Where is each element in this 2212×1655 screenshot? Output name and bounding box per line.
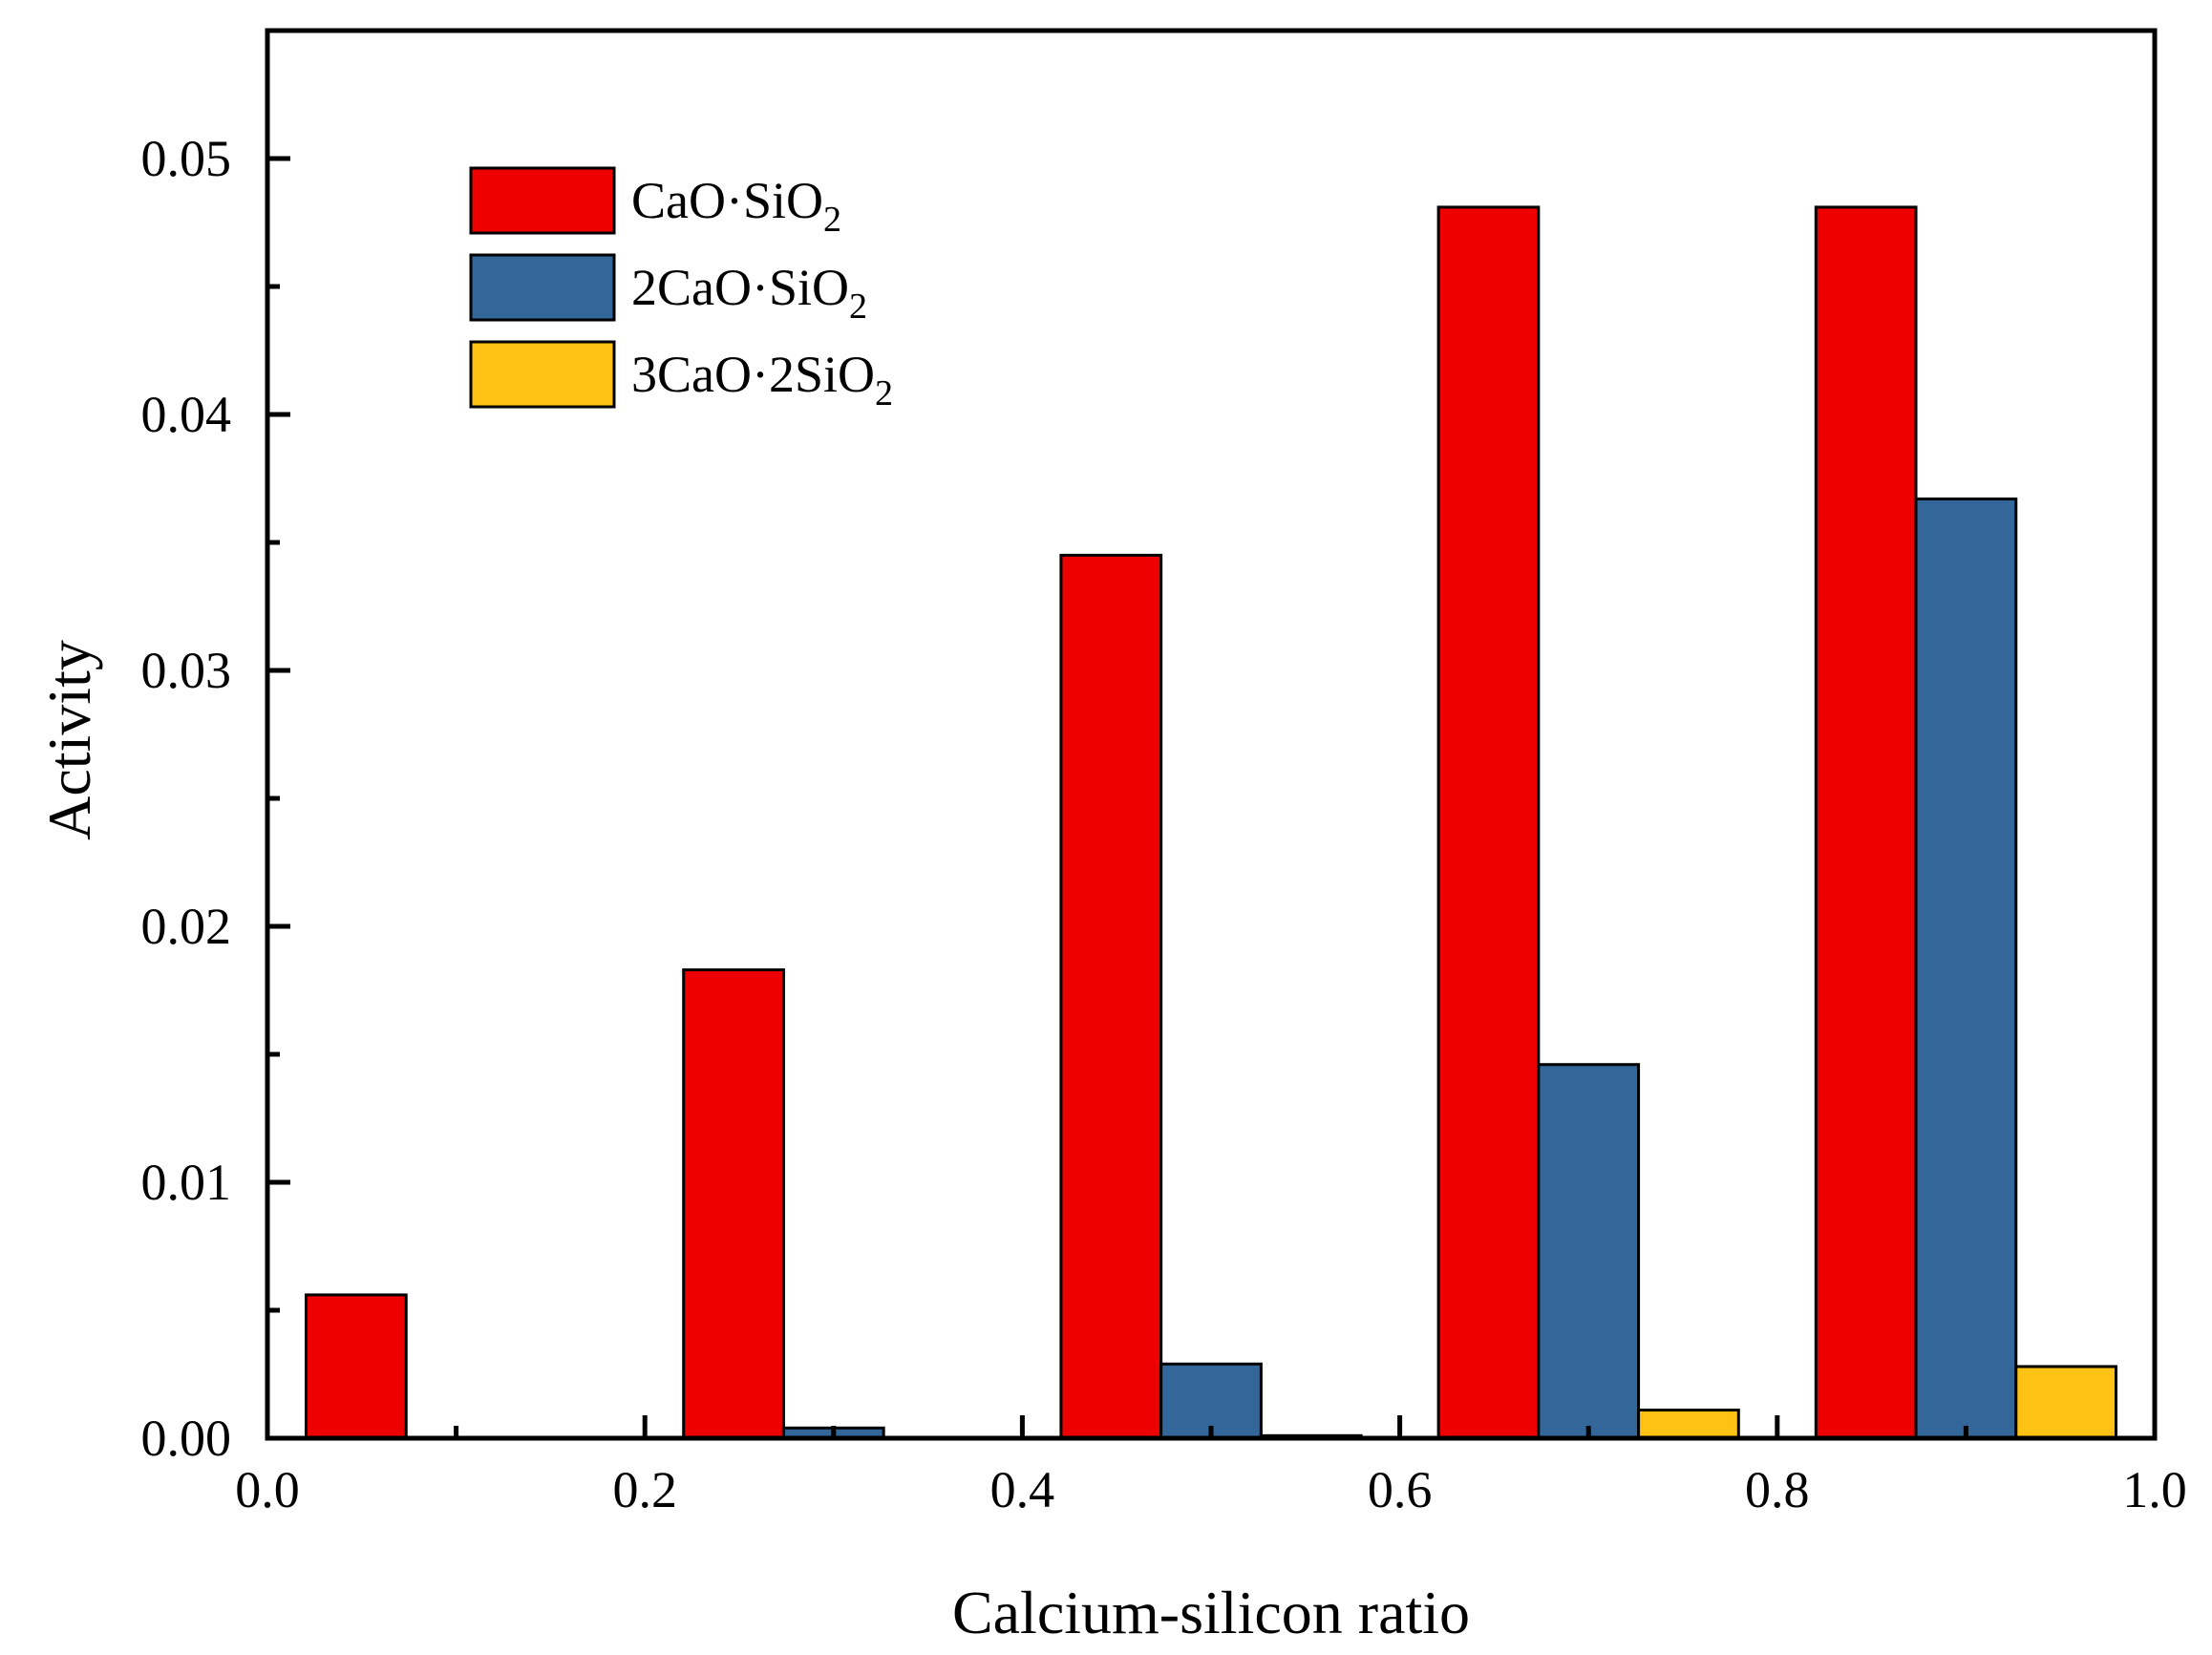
legend-swatch-2 [469, 253, 616, 322]
y-tick-label: 0.03 [141, 642, 232, 699]
legend-label-2: 2CaO·SiO2 [631, 259, 867, 327]
bar-1-group-3 [1059, 553, 1163, 1440]
x-tick-label: 0.4 [990, 1461, 1055, 1518]
tick-labels-layer: 0.0 0.2 0.4 0.6 0.8 1.0 0.00 0.01 0.02 0.03 0.04 0.… [141, 130, 2187, 1518]
legend-label-text: 2CaO·SiO [631, 259, 849, 316]
bar-2-group-4 [1537, 1063, 1641, 1440]
legend-label-subscript: 2 [875, 373, 893, 414]
legend-swatch-3 [469, 340, 616, 409]
legend-label-1: CaO·SiO2 [631, 172, 841, 240]
legend-label-text: CaO·SiO [631, 172, 823, 229]
y-tick-label: 0.01 [141, 1154, 232, 1211]
x-tick-label: 0.2 [612, 1461, 677, 1518]
y-tick-label: 0.02 [141, 898, 232, 955]
bar-1-group-1 [305, 1293, 408, 1440]
bar-1-group-5 [1814, 205, 1918, 1440]
x-tick-label: 1.0 [2122, 1461, 2187, 1518]
legend-label-subscript: 2 [823, 200, 841, 240]
y-axis-title: Activity [35, 640, 103, 840]
y-tick-label: 0.00 [141, 1410, 232, 1467]
legend-label-text: 3CaO·2SiO [631, 346, 875, 403]
bar-2-group-5 [1914, 497, 2018, 1440]
x-tick-label: 0.0 [235, 1461, 300, 1518]
bar-1-group-2 [682, 968, 785, 1440]
y-tick-label: 0.05 [141, 130, 232, 187]
x-tick-label: 0.8 [1745, 1461, 1810, 1518]
y-tick-label: 0.04 [141, 386, 232, 443]
x-tick-label: 0.6 [1368, 1461, 1433, 1518]
plot-frame [265, 28, 2158, 1441]
bar-3-group-4 [1637, 1409, 1740, 1440]
legend-swatch-1 [469, 166, 616, 235]
bar-1-group-4 [1436, 205, 1541, 1440]
legend-label-subscript: 2 [849, 286, 867, 327]
legend-label-3: 3CaO·2SiO2 [631, 346, 893, 414]
x-axis-title: Calcium-silicon ratio [952, 1579, 1470, 1646]
bars-layer [305, 205, 2117, 1440]
bar-3-group-5 [2014, 1365, 2117, 1440]
